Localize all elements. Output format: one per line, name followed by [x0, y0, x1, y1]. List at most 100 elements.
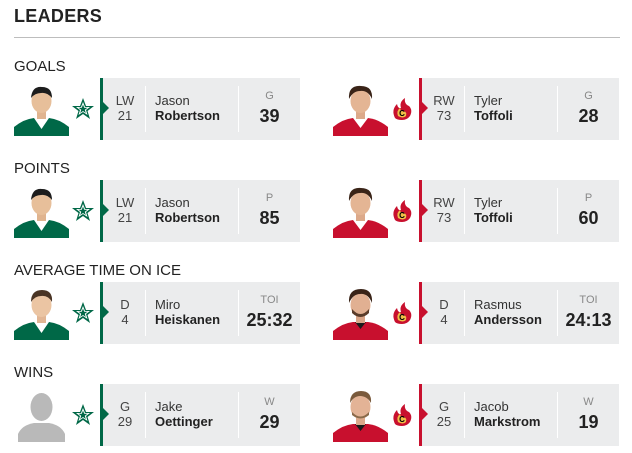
leader-info-panel: LW 21 Jason Robertson P 85 [100, 180, 300, 242]
leader-card-calgary[interactable]: C RW 73 Tyler Toffoli P 60 [333, 180, 621, 242]
player-position: LW [115, 195, 135, 210]
stat-value: 24:13 [565, 310, 612, 330]
leader-card-dallas[interactable]: D 4 Miro Heiskanen TOI 25:32 [14, 282, 302, 344]
leader-card-calgary[interactable]: C RW 73 Tyler Toffoli G 28 [333, 78, 621, 140]
team-color-stripe [100, 282, 103, 344]
stat-value: 85 [259, 208, 280, 228]
player-last-name: Heiskanen [155, 312, 221, 327]
section-label: AVERAGE TIME ON ICE [14, 262, 181, 279]
leader-info-panel: RW 73 Tyler Toffoli G 28 [419, 78, 619, 140]
player-headshot [333, 387, 388, 442]
divider [145, 188, 146, 234]
svg-text:C: C [399, 313, 405, 322]
player-last-name: Oettinger [155, 414, 213, 429]
leader-card-calgary[interactable]: C G 25 Jacob Markstrom W 19 [333, 384, 621, 446]
player-position: G [438, 399, 450, 414]
player-number: 21 [117, 108, 133, 123]
divider [464, 86, 465, 132]
svg-text:C: C [399, 415, 405, 424]
leader-card-dallas[interactable]: LW 21 Jason Robertson G 39 [14, 78, 302, 140]
team-color-stripe [100, 78, 103, 140]
player-first-name: Rasmus [474, 297, 522, 312]
player-first-name: Jacob [474, 399, 509, 414]
stat-value: 25:32 [246, 310, 293, 330]
svg-text:C: C [399, 109, 405, 118]
svg-text:C: C [399, 211, 405, 220]
leader-info-panel: D 4 Rasmus Andersson TOI 24:13 [419, 282, 619, 344]
divider [145, 86, 146, 132]
team-color-stripe [100, 384, 103, 446]
leader-card-dallas[interactable]: LW 21 Jason Robertson P 85 [14, 180, 302, 242]
player-headshot-placeholder [14, 387, 69, 442]
team-color-stripe [419, 282, 422, 344]
section-label: WINS [14, 364, 54, 381]
stat-value: 19 [578, 412, 599, 432]
leaders-title: LEADERS [14, 6, 103, 26]
player-number: 21 [117, 210, 133, 225]
player-headshot [333, 285, 388, 340]
divider [464, 290, 465, 336]
stat-value: 28 [578, 106, 599, 126]
player-first-name: Tyler [474, 93, 503, 108]
stat-label: P [265, 192, 274, 204]
player-number: 73 [436, 108, 452, 123]
team-color-stripe [419, 78, 422, 140]
stat-label: TOI [260, 294, 279, 306]
player-headshot [333, 81, 388, 136]
team-color-stripe [419, 180, 422, 242]
stat-label: W [264, 396, 275, 408]
team-color-stripe [100, 180, 103, 242]
leader-card-dallas[interactable]: G 29 Jake Oettinger W 29 [14, 384, 302, 446]
calgary-flames-logo-icon: C [389, 300, 415, 326]
player-first-name: Jake [155, 399, 183, 414]
player-position: RW [433, 195, 455, 210]
section-label: GOALS [14, 58, 66, 75]
pointer-arrow-icon [103, 102, 109, 114]
divider [557, 86, 558, 132]
player-position: D [120, 297, 130, 312]
title-divider [14, 37, 620, 38]
player-headshot [333, 183, 388, 238]
player-number: 29 [117, 414, 133, 429]
player-number: 25 [436, 414, 452, 429]
dallas-stars-logo-icon [70, 198, 96, 224]
player-last-name: Robertson [155, 210, 220, 225]
section-label: POINTS [14, 160, 70, 177]
player-position: LW [115, 93, 135, 108]
team-color-stripe [419, 384, 422, 446]
section-wins: WINS G 29 Jake Oettinger W [0, 364, 632, 453]
player-number: 4 [121, 312, 129, 327]
leader-info-panel: RW 73 Tyler Toffoli P 60 [419, 180, 619, 242]
player-last-name: Toffoli [474, 210, 513, 225]
divider [238, 188, 239, 234]
stat-label: P [584, 192, 593, 204]
section-average-time-on-ice: AVERAGE TIME ON ICE D 4 [0, 262, 632, 364]
section-goals: GOALS LW 21 Jason [0, 58, 632, 160]
calgary-flames-logo-icon: C [389, 198, 415, 224]
pointer-arrow-icon [103, 204, 109, 216]
player-last-name: Andersson [474, 312, 542, 327]
stat-value: 39 [259, 106, 280, 126]
stat-value: 29 [259, 412, 280, 432]
player-headshot [14, 183, 69, 238]
dallas-stars-logo-icon [70, 402, 96, 428]
stat-label: G [584, 90, 593, 102]
pointer-arrow-icon [422, 204, 428, 216]
player-first-name: Tyler [474, 195, 503, 210]
player-number: 4 [440, 312, 448, 327]
divider [145, 392, 146, 438]
player-headshot [14, 285, 69, 340]
player-position: G [119, 399, 131, 414]
dallas-stars-logo-icon [70, 96, 96, 122]
pointer-arrow-icon [422, 306, 428, 318]
divider [238, 392, 239, 438]
divider [145, 290, 146, 336]
pointer-arrow-icon [422, 102, 428, 114]
player-first-name: Jason [155, 195, 190, 210]
leader-card-calgary[interactable]: C D 4 Rasmus Andersson TOI 24:13 [333, 282, 621, 344]
leader-info-panel: LW 21 Jason Robertson G 39 [100, 78, 300, 140]
divider [557, 392, 558, 438]
pointer-arrow-icon [103, 408, 109, 420]
pointer-arrow-icon [103, 306, 109, 318]
player-first-name: Jason [155, 93, 190, 108]
